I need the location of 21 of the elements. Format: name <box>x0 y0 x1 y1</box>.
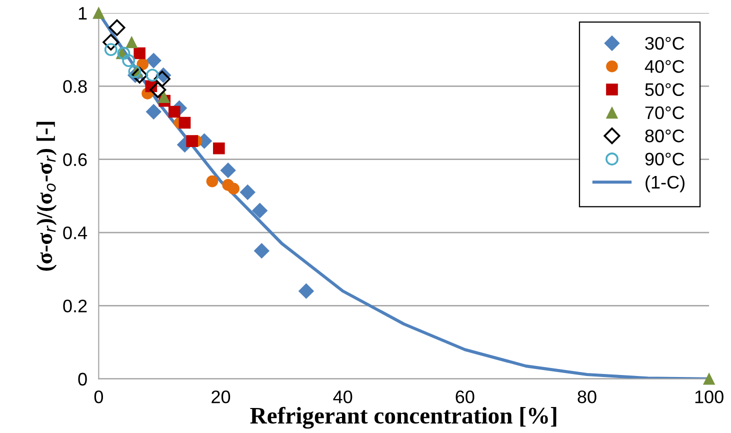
x-tick-label: 40 <box>333 390 352 404</box>
legend-label: 70°C <box>645 106 684 120</box>
x-tick-label: 60 <box>456 390 474 404</box>
y-tick-label: 0.6 <box>63 153 87 166</box>
y-axis-title: (σ-σ$_{r}$)/(σ$_{o}$-σ$_{r}$) [-] <box>36 122 57 271</box>
y-tick-label: 0.8 <box>63 80 87 93</box>
legend-label: 50°C <box>645 83 684 96</box>
x-axis-title: Refrigerant concentration [%] <box>250 406 556 429</box>
y-tick-label: 0.4 <box>63 226 88 240</box>
y-tick-label: 1 <box>78 7 87 20</box>
x-tick-label: 0 <box>94 390 103 404</box>
y-tick-label: 0.2 <box>63 300 87 312</box>
legend-label: 80°C <box>645 130 684 142</box>
y-tick-label: 0 <box>78 372 87 386</box>
x-tick-label: 80 <box>578 390 596 404</box>
legend-label: 40°C <box>644 60 684 73</box>
x-tick-label: 20 <box>212 390 230 404</box>
x-tick-label: 100 <box>695 390 724 404</box>
legend-label: (1-C) <box>646 175 684 192</box>
legend-label: 90°C <box>645 152 684 166</box>
legend-label: 30°C <box>645 36 684 50</box>
